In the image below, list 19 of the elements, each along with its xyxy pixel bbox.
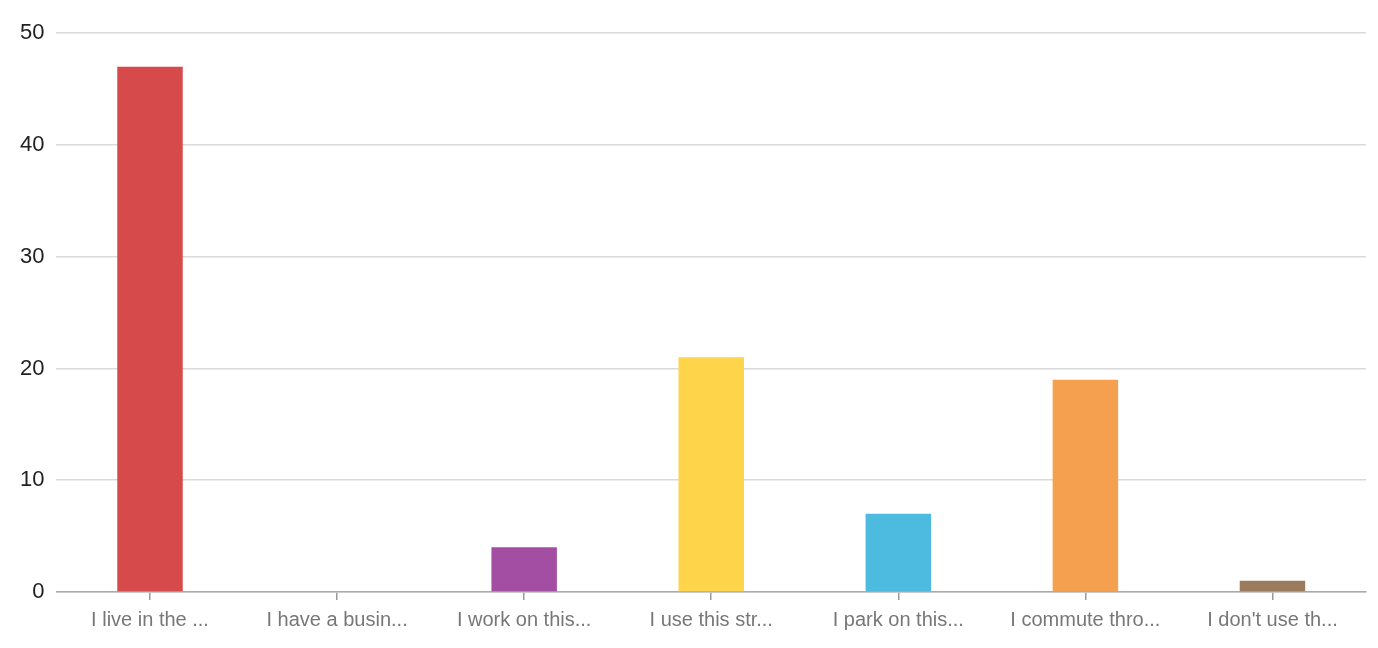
x-tick-label: I use this str... [649, 607, 773, 630]
y-tick-label: 0 [32, 578, 45, 604]
x-tick-label: I park on this... [832, 607, 964, 630]
y-tick-label: 40 [19, 131, 45, 157]
bar [1239, 580, 1306, 592]
y-tick-label: 10 [19, 466, 45, 492]
bar [678, 357, 744, 592]
bar [491, 547, 557, 592]
x-tick-label: I don't use th... [1207, 607, 1338, 630]
y-tick-label: 20 [19, 354, 45, 380]
bar [1052, 379, 1119, 592]
x-tick-label: I have a busin... [266, 607, 408, 630]
bar [865, 513, 932, 592]
x-tick-label: I live in the ... [91, 607, 209, 630]
y-tick-label: 30 [19, 242, 45, 268]
y-tick-label: 50 [19, 19, 45, 45]
bar [117, 66, 183, 592]
x-tick-label: I work on this... [456, 607, 592, 630]
x-tick-label: I commute thro... [1010, 607, 1161, 630]
